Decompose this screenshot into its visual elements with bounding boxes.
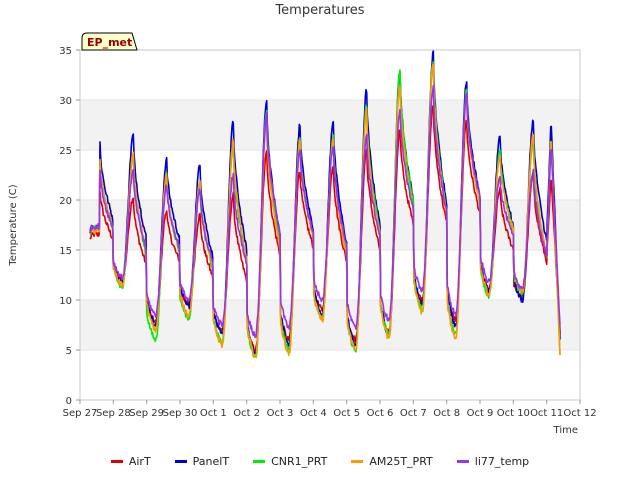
legend-item: AM25T_PRT (351, 454, 433, 468)
x-tick-label: Oct 6 (367, 408, 394, 419)
x-tick-label: Oct 9 (467, 408, 494, 419)
legend: AirT PanelT CNR1_PRT AM25T_PRT li77_temp (0, 451, 640, 471)
site-badge: EP_met (81, 32, 138, 51)
plot-frame (79, 49, 581, 401)
legend-label: AirT (128, 454, 151, 468)
y-axis-ticks: 0 5 10 15 20 25 30 35 (59, 46, 80, 407)
x-tick-label: Oct 1 (200, 408, 227, 419)
x-tick-label: Oct 11 (530, 408, 563, 419)
legend-item: PanelT (174, 454, 230, 468)
x-tick-label: Oct 4 (300, 408, 327, 419)
y-tick-label: 30 (59, 96, 72, 107)
y-tick-label: 25 (59, 146, 72, 157)
legend-label: CNR1_PRT (271, 454, 328, 468)
x-tick-label: Sep 29 (129, 408, 164, 419)
legend-item: CNR1_PRT (253, 455, 327, 468)
legend-item: li77_temp (456, 454, 530, 468)
chart-title: Temperatures (274, 3, 364, 18)
series-line-li77-temp (89, 84, 561, 339)
x-tick-label: Sep 27 (63, 408, 98, 419)
legend-label: PanelT (192, 454, 230, 468)
y-tick-label: 20 (59, 196, 72, 207)
y-axis-label: Temperature (C) (8, 184, 19, 266)
x-tick-label: Oct 7 (400, 408, 427, 419)
series-lines (89, 49, 561, 359)
x-tick-label: Sep 28 (96, 408, 131, 419)
x-tick-label: Oct 2 (233, 408, 260, 419)
y-tick-label: 0 (66, 396, 72, 407)
x-tick-label: Sep 30 (163, 408, 198, 419)
legend-label: AM25T_PRT (369, 454, 433, 468)
y-tick-label: 5 (66, 346, 72, 357)
site-badge-label: EP_met (87, 36, 132, 49)
x-tick-label: Oct 10 (497, 408, 530, 419)
legend-swatch (456, 459, 469, 463)
x-tick-label: Oct 3 (267, 408, 294, 419)
legend-item: AirT (110, 454, 151, 468)
legend-swatch (253, 459, 266, 463)
x-tick-label: Oct 12 (563, 408, 596, 419)
x-tick-label: Oct 5 (333, 408, 360, 419)
legend-swatch (110, 459, 123, 463)
legend-label: li77_temp (474, 454, 530, 468)
legend-swatch (174, 459, 187, 463)
y-tick-label: 35 (59, 46, 72, 57)
x-tick-label: Oct 8 (433, 408, 460, 419)
x-axis-label: Time (553, 425, 578, 436)
y-tick-label: 15 (59, 246, 72, 257)
grid-band (80, 300, 580, 350)
grid-band (80, 100, 580, 150)
y-tick-label: 10 (59, 296, 72, 307)
legend-swatch (351, 459, 364, 463)
